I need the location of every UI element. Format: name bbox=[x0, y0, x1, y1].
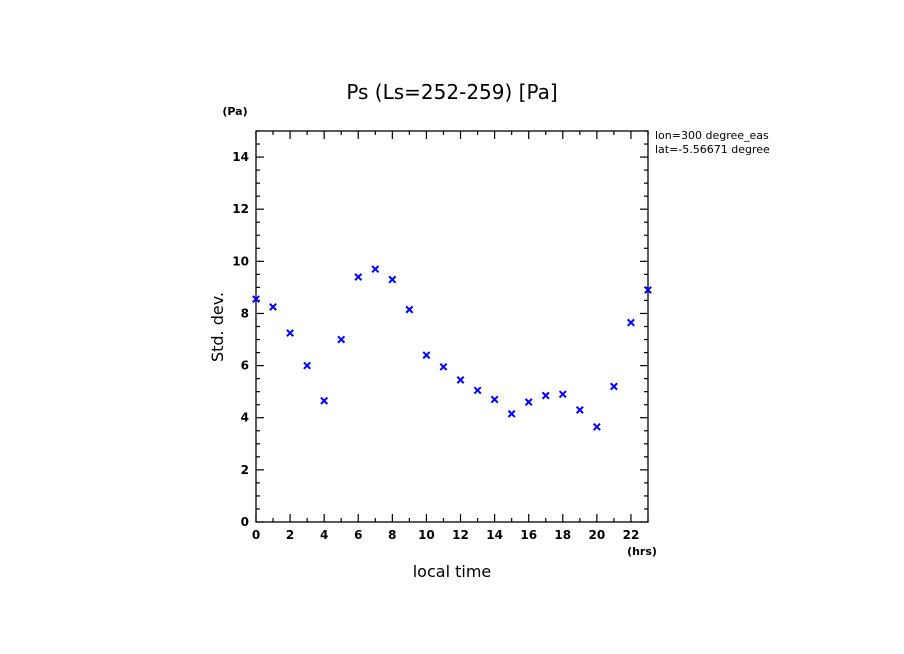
x-unit-label: (hrs) bbox=[627, 545, 657, 558]
data-point bbox=[541, 391, 550, 400]
x-tick-label: 4 bbox=[320, 528, 328, 542]
axis-ticks bbox=[255, 130, 649, 523]
chart-title: Ps (Ls=252-259) [Pa] bbox=[346, 80, 557, 104]
data-point bbox=[303, 361, 312, 370]
plot-frame bbox=[255, 130, 649, 523]
annotation-lat: lat=-5.56671 degree bbox=[655, 143, 770, 156]
x-tick-label: 14 bbox=[486, 528, 503, 542]
data-point bbox=[507, 409, 516, 418]
data-point bbox=[627, 318, 635, 327]
x-tick-label: 0 bbox=[252, 528, 260, 542]
x-tick-label: 22 bbox=[623, 528, 640, 542]
data-point bbox=[575, 406, 584, 414]
data-point bbox=[422, 351, 431, 360]
data-point bbox=[592, 422, 601, 431]
y-tick-label: 12 bbox=[232, 202, 249, 216]
y-unit-label: (Pa) bbox=[222, 105, 247, 118]
x-tick-label: 18 bbox=[554, 528, 571, 542]
y-axis-label: Std. dev. bbox=[208, 292, 227, 362]
y-tick-label: 4 bbox=[241, 411, 249, 425]
data-points bbox=[252, 265, 652, 431]
y-tick-label: 14 bbox=[232, 150, 249, 164]
x-tick-label: 8 bbox=[388, 528, 396, 542]
x-tick-label: 10 bbox=[418, 528, 435, 542]
tick-labels: 0 2 4 6 8 10 12 14 16 18 20 22 0 2 4 6 8 10 12 14 bbox=[232, 150, 639, 542]
data-point bbox=[252, 295, 260, 304]
data-point bbox=[286, 329, 294, 337]
y-tick-label: 8 bbox=[241, 306, 249, 320]
data-point bbox=[610, 382, 618, 391]
data-point bbox=[558, 390, 567, 399]
data-point bbox=[388, 275, 397, 284]
y-tick-label: 2 bbox=[241, 463, 249, 477]
data-point bbox=[524, 398, 533, 407]
data-point bbox=[473, 386, 482, 395]
data-point bbox=[456, 376, 465, 384]
y-tick-label: 10 bbox=[232, 254, 249, 268]
x-tick-label: 16 bbox=[520, 528, 537, 542]
data-point bbox=[371, 265, 380, 274]
x-tick-label: 6 bbox=[354, 528, 362, 542]
y-tick-label: 0 bbox=[241, 515, 249, 529]
data-point bbox=[320, 396, 329, 405]
data-point bbox=[354, 273, 363, 281]
data-point bbox=[439, 362, 448, 371]
plot-axes bbox=[255, 130, 649, 523]
data-point bbox=[490, 395, 499, 404]
x-tick-label: 20 bbox=[589, 528, 606, 542]
data-point bbox=[337, 335, 346, 344]
data-point bbox=[269, 303, 277, 311]
x-axis-label: local time bbox=[413, 562, 492, 581]
x-tick-label: 2 bbox=[286, 528, 294, 542]
data-point bbox=[405, 305, 414, 314]
annotation-lon: lon=300 degree_eas bbox=[655, 129, 769, 142]
data-point bbox=[644, 286, 652, 294]
y-tick-label: 6 bbox=[241, 359, 249, 373]
x-tick-label: 12 bbox=[452, 528, 469, 542]
